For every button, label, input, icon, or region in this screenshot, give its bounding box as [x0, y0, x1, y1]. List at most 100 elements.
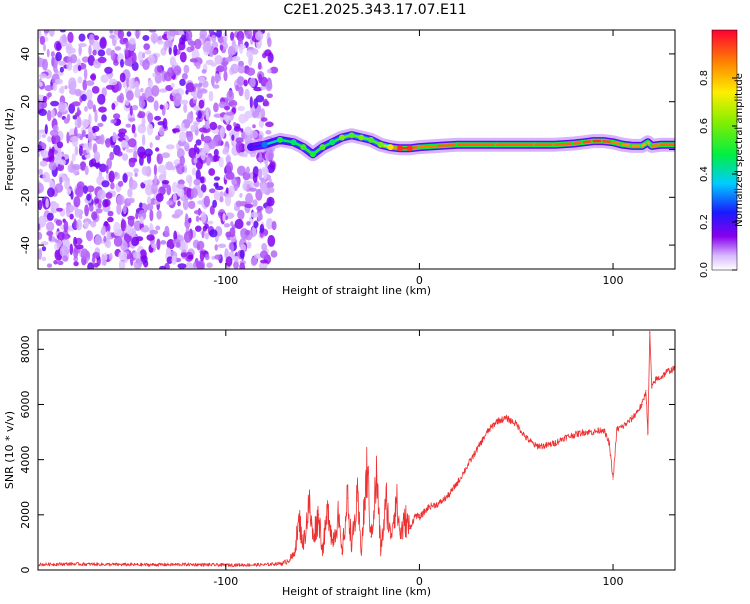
- noise-speckle: [68, 103, 76, 114]
- noise-speckle: [216, 65, 225, 73]
- noise-speckle: [213, 148, 219, 157]
- noise-speckle: [100, 134, 105, 145]
- noise-speckle: [165, 144, 175, 150]
- noise-speckle: [254, 253, 262, 259]
- noise-speckle: [208, 168, 216, 176]
- snr-point: [544, 445, 546, 447]
- noise-speckle: [141, 92, 146, 101]
- noise-speckle: [234, 44, 239, 53]
- noise-speckle: [72, 66, 79, 74]
- noise-speckle: [144, 184, 154, 196]
- snr-point: [293, 555, 295, 557]
- noise-speckle: [156, 210, 162, 220]
- noise-speckle: [172, 193, 177, 203]
- noise-speckle: [242, 171, 251, 181]
- noise-speckle: [114, 46, 122, 51]
- snr-xlabel: Height of straight line (km): [282, 585, 431, 598]
- noise-speckle: [192, 262, 197, 269]
- noise-speckle: [59, 176, 63, 185]
- noise-speckle: [225, 171, 235, 180]
- noise-speckle: [119, 92, 124, 104]
- noise-speckle: [202, 43, 211, 53]
- noise-speckle: [86, 193, 91, 201]
- noise-speckle: [41, 149, 49, 159]
- noise-speckle: [252, 124, 256, 129]
- snr-ytick-label: 0: [19, 567, 32, 574]
- noise-speckle: [253, 220, 259, 229]
- noise-speckle: [108, 78, 118, 86]
- noise-speckle: [214, 55, 223, 65]
- noise-speckle: [223, 70, 228, 82]
- noise-speckle: [38, 144, 43, 152]
- noise-speckle: [263, 168, 267, 180]
- noise-speckle: [187, 254, 194, 260]
- noise-speckle: [230, 63, 239, 74]
- noise-speckle: [158, 173, 167, 182]
- noise-speckle: [120, 140, 128, 148]
- noise-speckle: [213, 190, 220, 201]
- noise-speckle: [230, 221, 234, 227]
- noise-speckle: [165, 247, 172, 255]
- noise-speckle: [236, 30, 245, 42]
- noise-speckle: [168, 45, 172, 56]
- noise-speckle: [203, 195, 211, 208]
- snr-point: [370, 536, 372, 538]
- noise-speckle: [126, 31, 132, 37]
- noise-speckle: [207, 220, 214, 225]
- noise-speckle: [160, 240, 167, 245]
- noise-speckle: [97, 203, 102, 209]
- noise-speckle: [184, 213, 189, 226]
- spectrogram-ylabel: Frequency (Hz): [3, 108, 16, 191]
- noise-speckle: [257, 61, 262, 70]
- noise-speckle: [228, 242, 234, 251]
- noise-speckle: [244, 203, 254, 209]
- noise-speckle: [146, 123, 154, 136]
- snr-line: [38, 330, 675, 568]
- noise-speckle: [225, 187, 229, 194]
- noise-speckle: [43, 30, 50, 34]
- noise-speckle: [153, 100, 159, 111]
- noise-speckle: [208, 90, 214, 102]
- noise-speckle: [201, 69, 207, 74]
- snr-point: [573, 434, 575, 436]
- noise-speckle: [248, 56, 253, 67]
- noise-speckle: [92, 104, 96, 113]
- noise-speckle: [158, 126, 165, 136]
- noise-speckle: [38, 182, 44, 194]
- noise-speckle: [179, 240, 186, 250]
- noise-speckle: [104, 66, 113, 74]
- noise-speckle: [81, 130, 86, 138]
- noise-speckle: [94, 112, 98, 123]
- noise-speckle: [64, 174, 68, 182]
- noise-speckle: [74, 208, 81, 218]
- noise-speckle: [190, 188, 198, 198]
- noise-speckle: [199, 176, 205, 184]
- noise-speckle: [183, 103, 188, 114]
- noise-speckle: [216, 30, 222, 39]
- signal-point: [329, 139, 336, 146]
- snr-point: [525, 437, 527, 439]
- noise-speckle: [125, 39, 129, 50]
- noise-speckle: [190, 124, 196, 133]
- noise-speckle: [266, 196, 275, 207]
- noise-speckle: [212, 199, 218, 208]
- noise-speckle: [48, 231, 53, 242]
- noise-speckle: [155, 147, 160, 152]
- snr-point: [457, 481, 459, 483]
- noise-speckle: [106, 228, 111, 241]
- snr-point: [593, 431, 595, 433]
- noise-speckle: [142, 35, 150, 41]
- noise-speckle: [47, 92, 52, 98]
- noise-speckle: [70, 80, 77, 91]
- noise-speckle: [55, 78, 63, 85]
- noise-speckle: [259, 151, 263, 164]
- snr-point: [308, 503, 310, 505]
- noise-speckle: [230, 31, 235, 41]
- noise-speckle: [155, 225, 161, 231]
- noise-speckle: [92, 128, 96, 134]
- noise-speckle: [229, 227, 236, 238]
- noise-speckle: [265, 121, 274, 128]
- noise-speckle: [177, 200, 181, 207]
- noise-speckle: [171, 181, 178, 193]
- noise-speckle: [129, 37, 136, 45]
